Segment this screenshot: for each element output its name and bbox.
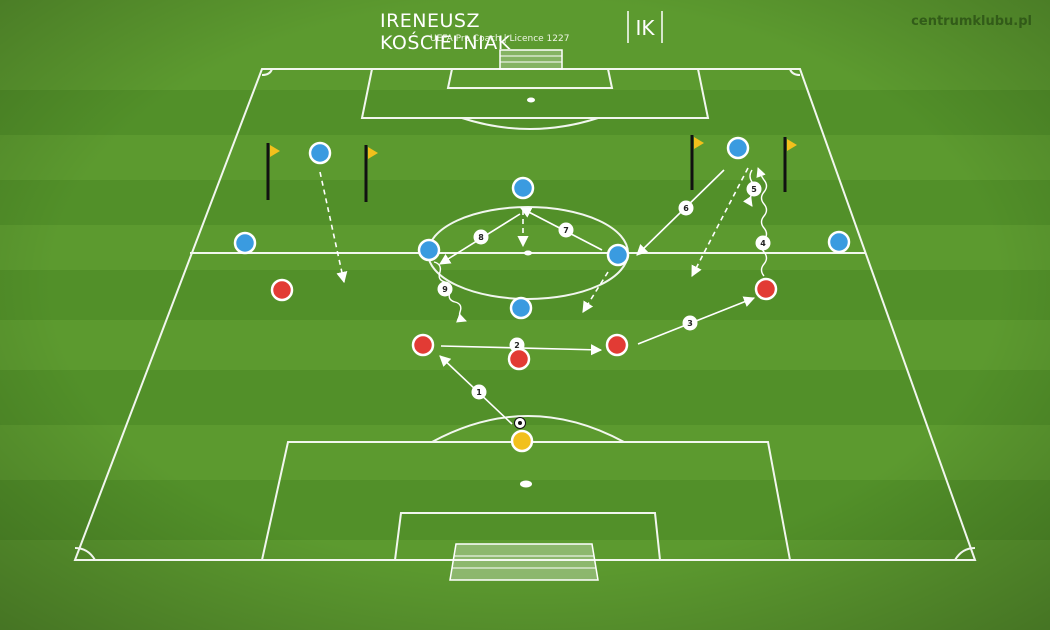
- red-team: [270, 277, 778, 371]
- top-penalty-arc: [461, 117, 599, 130]
- pass-labels: 1 2 3 4 5 6 7 8 9: [437, 181, 771, 400]
- run-arrow: [691, 167, 749, 277]
- ball-icon: [514, 417, 526, 429]
- pitch-outline: [73, 68, 977, 561]
- pass-label: 6: [678, 200, 694, 216]
- blue-player: [606, 243, 630, 267]
- svg-text:1: 1: [476, 388, 482, 397]
- bottom-penalty-arc: [431, 415, 625, 443]
- corner-arc-br: [954, 547, 976, 561]
- blue-player: [308, 141, 332, 165]
- svg-text:8: 8: [478, 233, 484, 242]
- bottom-penalty-spot: [520, 480, 532, 488]
- pass-label: 4: [755, 235, 771, 251]
- website-watermark: centrumklubu.pl: [911, 14, 1032, 29]
- svg-text:6: 6: [683, 204, 689, 213]
- red-player: [411, 333, 435, 357]
- red-player: [754, 277, 778, 301]
- pass-label: 7: [558, 222, 574, 238]
- pass-label: 1: [471, 384, 487, 400]
- red-player: [507, 347, 531, 371]
- blue-player: [233, 231, 257, 255]
- flag-marker: [266, 143, 280, 200]
- blue-team: [233, 136, 851, 320]
- yellow-player: [510, 429, 534, 453]
- svg-text:9: 9: [442, 285, 448, 294]
- flag-marker: [783, 137, 797, 192]
- run-arrow: [319, 171, 348, 284]
- corner-arc-tl: [261, 68, 273, 76]
- svg-text:3: 3: [687, 319, 693, 328]
- red-player: [270, 278, 294, 302]
- run-arrow: [582, 271, 609, 313]
- svg-text:IK: IK: [635, 16, 655, 40]
- blue-player: [827, 230, 851, 254]
- flag-marker: [364, 145, 378, 202]
- pass-label: 5: [746, 181, 762, 197]
- run-arrows: [319, 167, 749, 313]
- blue-player: [417, 238, 441, 262]
- coach-name: IRENEUSZ KOŚCIELNIAK: [380, 10, 511, 54]
- top-goal-area: [446, 68, 614, 89]
- blue-player: [511, 176, 535, 200]
- pass-label: 9: [437, 281, 453, 297]
- pass-label: 3: [682, 315, 698, 331]
- top-penalty-spot: [527, 97, 535, 103]
- corner-arc-tr: [789, 68, 801, 76]
- svg-text:7: 7: [563, 226, 569, 235]
- red-player: [605, 333, 629, 357]
- blue-player: [509, 296, 533, 320]
- bottom-goal: [449, 543, 599, 581]
- blue-player: [726, 136, 750, 160]
- coach-subtitle: UEFA Pro Coach | Licence 1227: [430, 34, 570, 44]
- bottom-goal-area: [394, 512, 661, 561]
- ik-logo-icon: IK: [627, 11, 663, 43]
- svg-text:5: 5: [751, 185, 757, 194]
- center-spot: [524, 250, 532, 256]
- dribble-path: [756, 167, 768, 277]
- flag-marker: [690, 135, 704, 190]
- corner-arc-bl: [74, 547, 96, 561]
- pass-label: 8: [473, 229, 489, 245]
- svg-text:4: 4: [760, 239, 766, 248]
- top-penalty-box: [360, 68, 710, 119]
- pitch-lines: [73, 68, 977, 561]
- top-goal: [499, 49, 563, 70]
- svg-text:2: 2: [514, 341, 520, 350]
- flags: [266, 135, 797, 202]
